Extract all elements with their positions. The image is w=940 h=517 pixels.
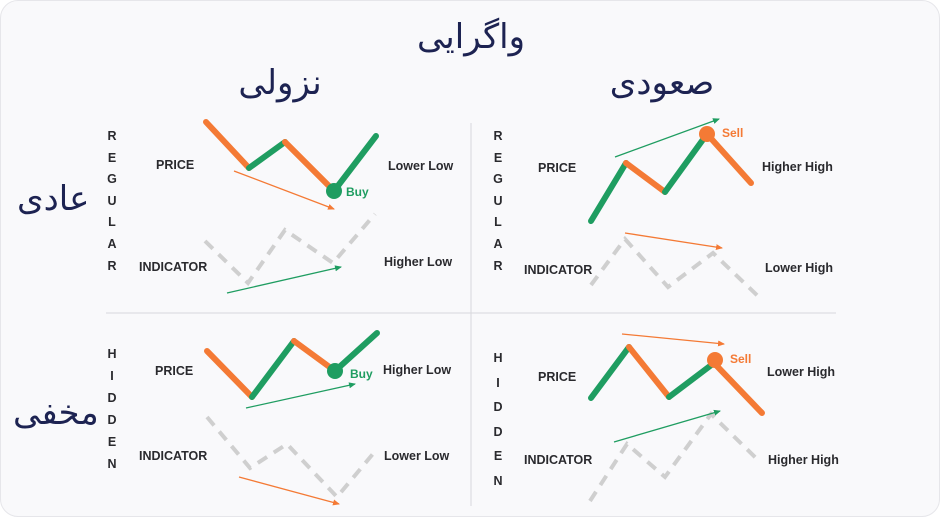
vertical-letter: R [107,258,117,273]
rb-price-arrow [233,170,335,210]
rb-price-label: PRICE [156,158,195,172]
rb-indicator-line [203,212,377,287]
rbe-sell-label: Sell [722,126,744,140]
rb-buy-label: Buy [346,185,369,199]
hb-price-arrow [245,382,356,409]
vertical-letter: H [107,347,117,361]
vertical-letter: G [493,172,503,187]
vertical-letter: L [494,215,502,230]
hb-buy-marker [327,363,343,379]
rb-indicator-label: INDICATOR [139,260,208,274]
hb-indicator-line [205,415,379,501]
rb-indicator-arrow [226,265,342,294]
rbe-indicator-arrow [624,232,723,251]
hbe-price-up-2 [666,360,717,400]
vertical-letter: D [493,400,503,414]
hbe-price-arrow [621,333,725,347]
rbe-price-up-2 [662,131,710,195]
vertical-letter: E [493,449,503,463]
vertical-letter: H [493,351,503,365]
rbe-price-up-1 [588,160,629,224]
hb-indicator-label: INDICATOR [139,449,208,463]
regular-bullish-panel [203,119,379,294]
vertical-letter: U [107,193,117,208]
hbe-indicator-arrow [613,409,721,443]
rb-price-up-1 [246,139,288,171]
hbe-price-up-1 [588,344,632,401]
hb-price-up-2 [332,330,380,374]
hb-indicator-arrow [238,476,340,506]
hidden-bearish-panel [588,333,765,503]
rb-price-down-1 [203,119,252,171]
rb-indicator-note: Higher Low [384,255,453,269]
rbe-price-note: Higher High [762,160,833,174]
vertical-letter: L [108,215,116,230]
vertical-letter: D [107,413,117,427]
column-header-bullish: صعودی [609,63,715,103]
rbe-sell-marker [699,126,715,142]
rbe-indicator-line [589,235,763,301]
vertical-letter: N [107,457,117,471]
vertical-letter: A [107,236,117,251]
rb-buy-marker [326,183,342,199]
vertical-letter: R [493,258,503,273]
vertical-letter: I [496,375,500,390]
vertical-letter: R [493,129,503,143]
rbe-indicator-note: Lower High [765,261,834,275]
rb-price-up-2 [331,133,379,194]
rbe-price-down-2 [704,131,754,186]
regular-bearish-panel [588,118,763,301]
hb-indicator-note: Lower Low [384,449,450,463]
hbe-indicator-note: Higher High [768,453,839,467]
hbe-sell-label: Sell [730,352,752,366]
hbe-sell-marker [707,352,723,368]
hb-price-up-1 [249,338,297,400]
hbe-price-down-2 [711,360,765,416]
hb-price-down-2 [291,338,338,374]
hbe-indicator-line [588,410,761,503]
hb-price-note: Higher Low [383,363,452,377]
vertical-letter: E [107,150,117,165]
hb-price-down-1 [204,348,255,400]
vertical-letter: I [110,369,114,383]
vertical-letter: A [493,236,503,251]
hbe-price-label: PRICE [538,370,577,384]
hidden-bullish-panel [204,330,380,506]
vertical-letter: R [107,129,117,143]
vertical-letter: D [493,424,503,439]
rb-price-down-2 [282,139,337,194]
hb-buy-label: Buy [350,367,373,381]
hbe-indicator-label: INDICATOR [524,453,593,467]
row-header-regular: عادی [17,179,90,219]
hbe-price-down-1 [626,344,672,400]
diagram-title: واگرایی [416,17,526,57]
vertical-letter: D [107,391,117,405]
hb-price-label: PRICE [155,364,194,378]
vertical-letter: G [107,172,117,187]
rbe-indicator-label: INDICATOR [524,263,593,277]
rbe-price-down-1 [623,160,668,195]
row-header-hidden: مخفی [13,393,99,433]
vertical-letter: U [493,193,503,208]
rbe-price-arrow [614,118,720,158]
column-header-bearish: نزولی [238,63,322,103]
rb-price-note: Lower Low [388,159,454,173]
hbe-price-note: Lower High [767,365,836,379]
rbe-price-label: PRICE [538,161,577,175]
vertical-letter: N [493,473,503,488]
vertical-letter: E [493,150,503,165]
vertical-letter: E [107,435,117,449]
